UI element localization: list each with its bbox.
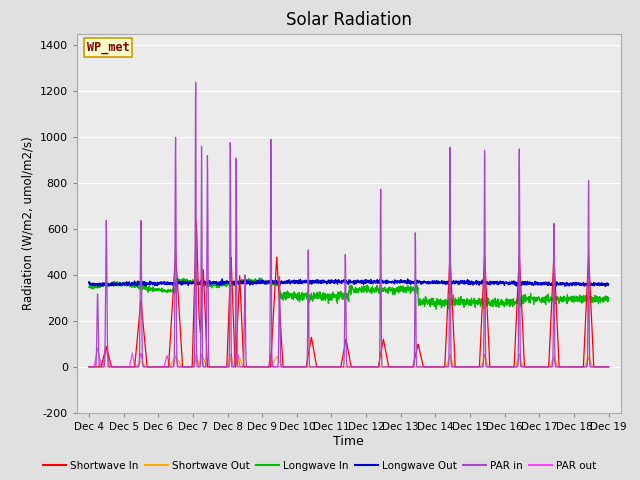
X-axis label: Time: Time (333, 434, 364, 448)
Y-axis label: Radiation (W/m2, umol/m2/s): Radiation (W/m2, umol/m2/s) (21, 136, 34, 310)
Text: WP_met: WP_met (86, 41, 129, 54)
Title: Solar Radiation: Solar Radiation (286, 11, 412, 29)
Legend: Shortwave In, Shortwave Out, Longwave In, Longwave Out, PAR in, PAR out: Shortwave In, Shortwave Out, Longwave In… (39, 456, 601, 475)
